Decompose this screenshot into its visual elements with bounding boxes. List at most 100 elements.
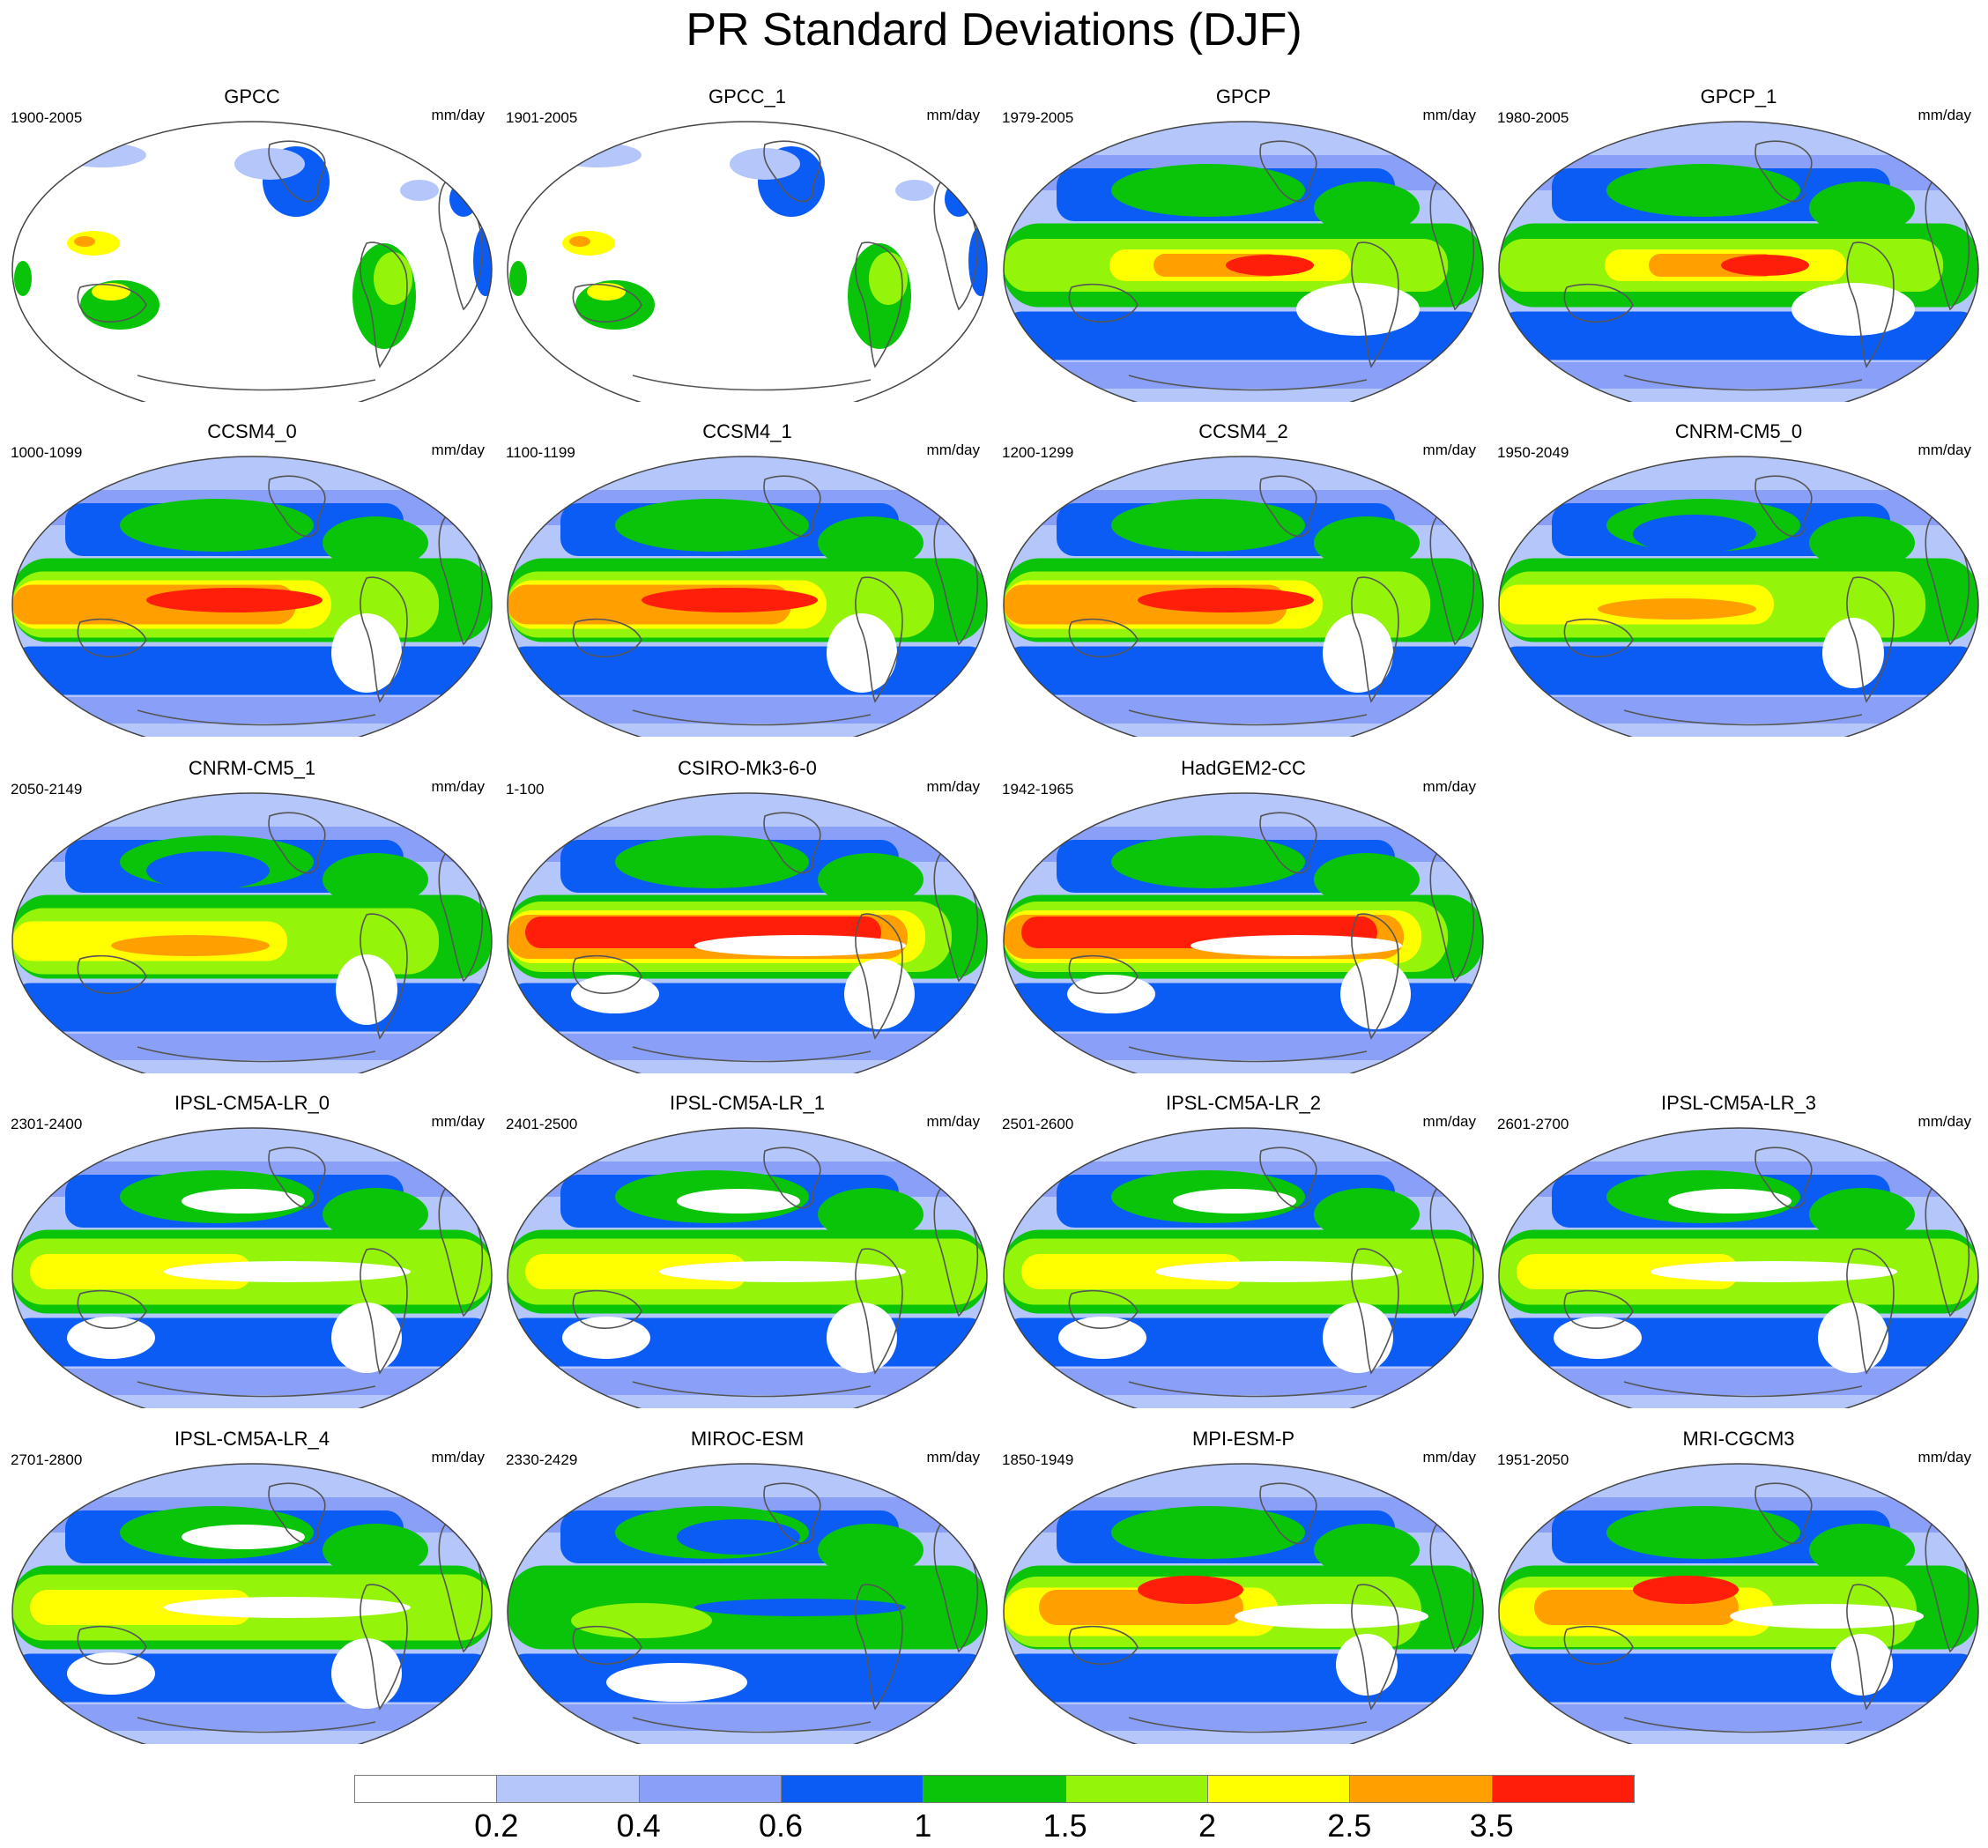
- map-panel: MRI-CGCM3 1951-2050 mm/day: [1492, 1427, 1985, 1744]
- colorbar: [354, 1775, 1635, 1805]
- colorbar-swatch: [1349, 1775, 1493, 1803]
- map-panel: CCSM4_1 1100-1199 mm/day: [501, 419, 994, 737]
- panel-map: [1498, 121, 1979, 402]
- panel-years: 2330-2429: [506, 1451, 578, 1468]
- panel-title: HadGEM2-CC: [1181, 757, 1306, 779]
- panel-units: mm/day: [926, 1113, 980, 1130]
- map-panel: IPSL-CM5A-LR_4 2701-2800 mm/day: [5, 1427, 499, 1744]
- panel-title: CCSM4_1: [702, 420, 792, 442]
- map-panel: CNRM-CM5_0 1950-2049 mm/day: [1492, 419, 1985, 737]
- panel-years: 1-100: [506, 781, 545, 798]
- colorbar-swatch: [496, 1775, 640, 1803]
- map-panel: HadGEM2-CC 1942-1965 mm/day: [997, 756, 1490, 1073]
- panel-title: IPSL-CM5A-LR_2: [1165, 1092, 1322, 1114]
- panel-map: [11, 121, 493, 402]
- colorbar-tick-label: 1.5: [1042, 1807, 1087, 1844]
- colorbar-tick-label: 2: [1198, 1807, 1217, 1844]
- panel-years: 2301-2400: [11, 1116, 83, 1132]
- map-frame: [1498, 456, 1979, 737]
- panel-years: 1950-2049: [1497, 444, 1569, 461]
- panel-years: 2701-2800: [11, 1451, 83, 1468]
- map-panel: GPCC 1900-2005 mm/day: [5, 85, 499, 402]
- map-panel: MPI-ESM-P 1850-1949 mm/day: [997, 1427, 1490, 1744]
- panel-years: 2601-2700: [1497, 1116, 1569, 1132]
- panel-map: [507, 456, 988, 737]
- colorbar-swatch: [1491, 1775, 1635, 1803]
- panel-map: [11, 1127, 493, 1408]
- map-frame: [1003, 1463, 1484, 1744]
- panel-title: CNRM-CM5_0: [1674, 420, 1803, 442]
- map-frame: [1003, 1127, 1484, 1408]
- panel-map: [1003, 456, 1484, 737]
- map-frame: [1498, 1463, 1979, 1744]
- panel-years: 1850-1949: [1002, 1451, 1074, 1468]
- map-panel: IPSL-CM5A-LR_3 2601-2700 mm/day: [1492, 1091, 1985, 1408]
- panel-units: mm/day: [1918, 442, 1971, 458]
- panel-map: [507, 1463, 988, 1744]
- colorbar-swatch: [781, 1775, 924, 1803]
- panel-map: [1498, 1127, 1979, 1408]
- panel-title: MPI-ESM-P: [1191, 1428, 1295, 1450]
- panel-title: IPSL-CM5A-LR_3: [1660, 1092, 1817, 1114]
- map-frame: [507, 792, 988, 1073]
- colorbar-tick-label: 2.5: [1327, 1807, 1372, 1844]
- map-frame: [1498, 121, 1979, 402]
- map-frame: [507, 1463, 988, 1744]
- panel-map: [507, 121, 988, 402]
- colorbar-swatch: [923, 1775, 1066, 1803]
- panel-units: mm/day: [1918, 107, 1971, 123]
- panel-map: [11, 792, 493, 1073]
- panel-title: CSIRO-Mk3-6-0: [678, 757, 817, 779]
- panel-title: IPSL-CM5A-LR_1: [669, 1092, 826, 1114]
- panel-years: 1951-2050: [1497, 1451, 1569, 1468]
- panel-units: mm/day: [1918, 1113, 1971, 1130]
- panel-years: 2401-2500: [506, 1116, 578, 1132]
- panel-years: 1900-2005: [11, 109, 83, 126]
- map-frame: [11, 121, 493, 402]
- panel-units: mm/day: [431, 778, 485, 795]
- panel-years: 2050-2149: [11, 781, 83, 798]
- colorbar-tick-label: 0.6: [758, 1807, 804, 1844]
- panel-map: [507, 792, 988, 1073]
- panel-years: 1100-1199: [506, 444, 575, 461]
- map-frame: [11, 1463, 493, 1744]
- colorbar-swatch: [1207, 1775, 1351, 1803]
- panel-units: mm/day: [926, 1449, 980, 1466]
- map-frame: [1003, 121, 1484, 402]
- colorbar-swatch: [354, 1775, 498, 1803]
- map-panel: CCSM4_0 1000-1099 mm/day: [5, 419, 499, 737]
- panel-years: 1979-2005: [1002, 109, 1074, 126]
- map-frame: [11, 792, 493, 1073]
- map-panel: MIROC-ESM 2330-2429 mm/day: [501, 1427, 994, 1744]
- panel-map: [1003, 1127, 1484, 1408]
- panel-years: 1000-1099: [11, 444, 83, 461]
- panel-map: [1003, 1463, 1484, 1744]
- panel-years: 1942-1965: [1002, 781, 1074, 798]
- map-panel: IPSL-CM5A-LR_2 2501-2600 mm/day: [997, 1091, 1490, 1408]
- panel-title: MRI-CGCM3: [1682, 1428, 1795, 1450]
- panel-map: [1498, 1463, 1979, 1744]
- panel-map: [1003, 792, 1484, 1073]
- panel-units: mm/day: [926, 442, 980, 458]
- panel-title: GPCP_1: [1700, 85, 1777, 108]
- panel-map: [11, 1463, 493, 1744]
- map-frame: [1003, 456, 1484, 737]
- map-panel: GPCP 1979-2005 mm/day: [997, 85, 1490, 402]
- panel-title: CCSM4_0: [207, 420, 297, 442]
- panel-title: IPSL-CM5A-LR_0: [174, 1092, 330, 1114]
- map-frame: [11, 1127, 493, 1408]
- panel-units: mm/day: [431, 442, 485, 458]
- map-panel: CSIRO-Mk3-6-0 1-100 mm/day: [501, 756, 994, 1073]
- map-panel: GPCC_1 1901-2005 mm/day: [501, 85, 994, 402]
- panel-units: mm/day: [431, 1449, 485, 1466]
- panel-title: IPSL-CM5A-LR_4: [174, 1428, 330, 1450]
- panel-units: mm/day: [1422, 1449, 1476, 1466]
- colorbar-swatch: [1064, 1775, 1208, 1803]
- map-frame: [1498, 1127, 1979, 1408]
- panel-units: mm/day: [1918, 1449, 1971, 1466]
- map-panel: GPCP_1 1980-2005 mm/day: [1492, 85, 1985, 402]
- panel-units: mm/day: [1422, 107, 1476, 123]
- map-frame: [11, 456, 493, 737]
- panel-years: 1901-2005: [506, 109, 578, 126]
- panel-map: [1003, 121, 1484, 402]
